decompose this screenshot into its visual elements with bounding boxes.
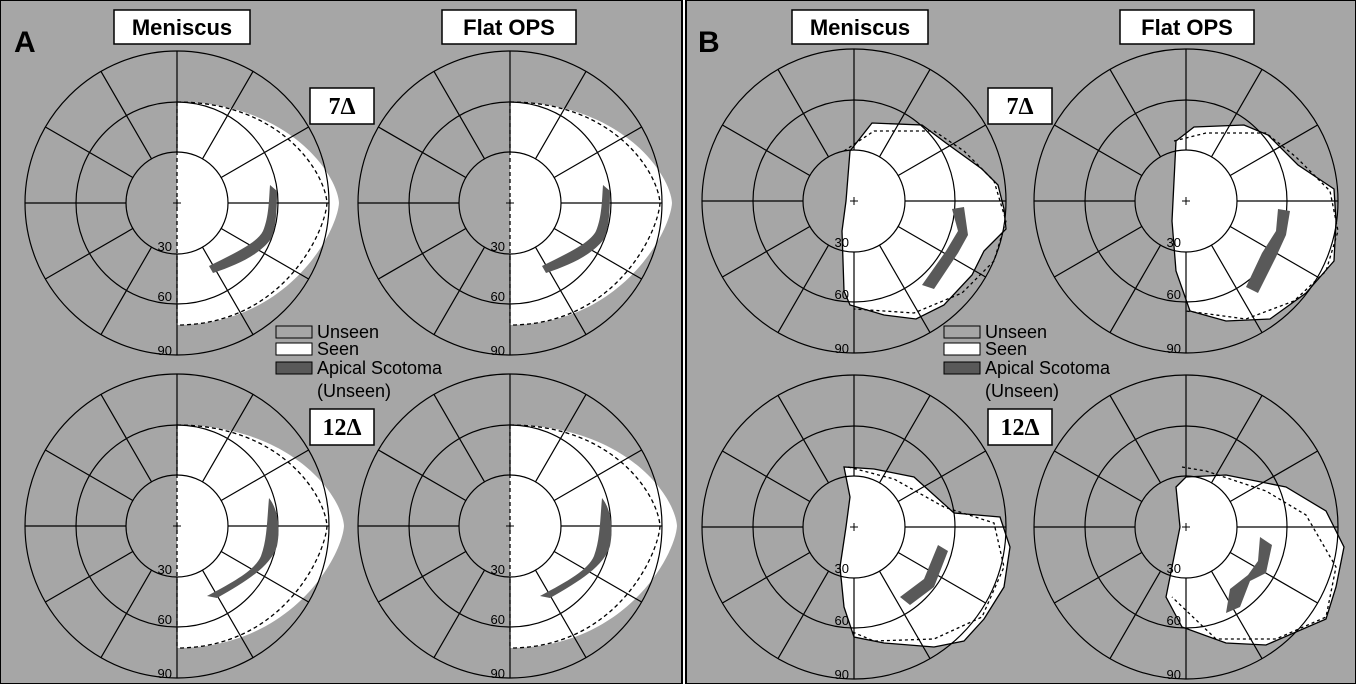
dashed-boundary bbox=[847, 466, 1005, 642]
legend-swatch-seen bbox=[275, 342, 313, 356]
apical-scotoma bbox=[542, 185, 610, 273]
col-label-box bbox=[441, 9, 577, 45]
legend-swatch-unseen bbox=[275, 325, 313, 339]
plot-a-meniscus-12: 30 60 90 bbox=[24, 373, 344, 681]
row-label-box bbox=[309, 87, 375, 125]
legend-swatch-scotoma bbox=[943, 361, 981, 375]
legend-label-unseen-note: (Unseen) bbox=[985, 381, 1059, 401]
tick-60: 60 bbox=[835, 287, 849, 302]
apical-scotoma bbox=[900, 545, 948, 605]
plot-a-flat-ops-12: 30 60 90 bbox=[357, 373, 677, 681]
tick-90: 90 bbox=[158, 343, 172, 358]
legend-swatch-unseen bbox=[943, 325, 981, 339]
row-label-12-a: 12Δ bbox=[322, 415, 361, 441]
legend-label-scotoma: Apical Scotoma bbox=[317, 358, 443, 378]
tick-30: 30 bbox=[491, 562, 505, 577]
apical-scotoma bbox=[922, 207, 968, 289]
col-label-box bbox=[791, 9, 929, 45]
tick-90: 90 bbox=[835, 667, 849, 682]
tick-90: 90 bbox=[835, 341, 849, 356]
tick-60: 60 bbox=[835, 613, 849, 628]
plot-b-meniscus-12: 30 60 90 bbox=[701, 374, 1011, 682]
apical-scotoma bbox=[540, 498, 612, 598]
col-label-flat-ops-b: Flat OPS bbox=[1141, 15, 1233, 40]
legend-label-unseen: Unseen bbox=[985, 322, 1047, 342]
tick-60: 60 bbox=[491, 289, 505, 304]
plot-b-meniscus-7: 30 60 90 bbox=[701, 48, 1007, 356]
col-label-meniscus-b: Meniscus bbox=[810, 15, 910, 40]
col-label-box bbox=[113, 9, 251, 45]
col-label-box bbox=[1119, 9, 1255, 45]
apical-scotoma bbox=[209, 185, 277, 273]
legend-label-unseen-note: (Unseen) bbox=[317, 381, 391, 401]
dashed-boundary bbox=[509, 101, 661, 326]
dashed-boundary bbox=[176, 424, 328, 649]
plot-a-meniscus-7: 30 60 90 bbox=[24, 50, 339, 358]
dashed-boundary bbox=[1171, 466, 1337, 640]
tick-60: 60 bbox=[1167, 287, 1181, 302]
tick-60: 60 bbox=[1167, 613, 1181, 628]
panel-letter-a: A bbox=[14, 26, 36, 59]
tick-60: 60 bbox=[491, 612, 505, 627]
tick-30: 30 bbox=[835, 561, 849, 576]
tick-90: 90 bbox=[1167, 667, 1181, 682]
legend-label-unseen: Unseen bbox=[317, 322, 379, 342]
plot-b-flat-ops-7: 30 60 90 bbox=[1033, 48, 1339, 356]
row-label-12-b: 12Δ bbox=[1000, 415, 1039, 441]
col-label-flat-ops-a: Flat OPS bbox=[463, 15, 555, 40]
tick-30: 30 bbox=[491, 239, 505, 254]
tick-30: 30 bbox=[158, 239, 172, 254]
legend-label-seen: Seen bbox=[317, 339, 359, 359]
row-label-box bbox=[987, 408, 1053, 446]
tick-30: 30 bbox=[158, 562, 172, 577]
row-label-7-b: 7Δ bbox=[1006, 94, 1033, 120]
tick-60: 60 bbox=[158, 612, 172, 627]
legend-swatch-seen bbox=[943, 342, 981, 356]
row-label-7-a: 7Δ bbox=[328, 94, 355, 120]
apical-scotoma bbox=[1226, 537, 1272, 613]
apical-scotoma bbox=[207, 498, 279, 598]
tick-90: 90 bbox=[491, 666, 505, 681]
tick-30: 30 bbox=[835, 235, 849, 250]
plot-a-flat-ops-7: 30 60 90 bbox=[357, 50, 672, 358]
legend-swatch-scotoma bbox=[275, 361, 313, 375]
tick-30: 30 bbox=[1167, 561, 1181, 576]
dashed-boundary bbox=[176, 101, 328, 326]
dashed-boundary bbox=[843, 130, 1007, 314]
seen-region bbox=[839, 466, 1011, 648]
legend-label-scotoma: Apical Scotoma bbox=[985, 358, 1111, 378]
tick-90: 90 bbox=[158, 666, 172, 681]
seen-region bbox=[841, 122, 1007, 320]
dashed-boundary bbox=[1173, 132, 1339, 320]
row-label-box bbox=[987, 87, 1053, 125]
plot-b-flat-ops-12: 30 60 90 bbox=[1033, 374, 1345, 682]
legend-a: Unseen Seen Apical Scotoma (Unseen) bbox=[275, 322, 443, 401]
tick-60: 60 bbox=[158, 289, 172, 304]
tick-30: 30 bbox=[1167, 235, 1181, 250]
tick-90: 90 bbox=[491, 343, 505, 358]
tick-90: 90 bbox=[1167, 341, 1181, 356]
seen-region bbox=[1165, 474, 1345, 646]
dashed-boundary bbox=[509, 424, 661, 649]
panel-letter-b: B bbox=[698, 26, 720, 59]
apical-scotoma bbox=[1246, 209, 1290, 293]
col-label-meniscus-a: Meniscus bbox=[132, 15, 232, 40]
row-label-box bbox=[309, 408, 375, 446]
legend-b: Unseen Seen Apical Scotoma (Unseen) bbox=[943, 322, 1111, 401]
legend-label-seen: Seen bbox=[985, 339, 1027, 359]
